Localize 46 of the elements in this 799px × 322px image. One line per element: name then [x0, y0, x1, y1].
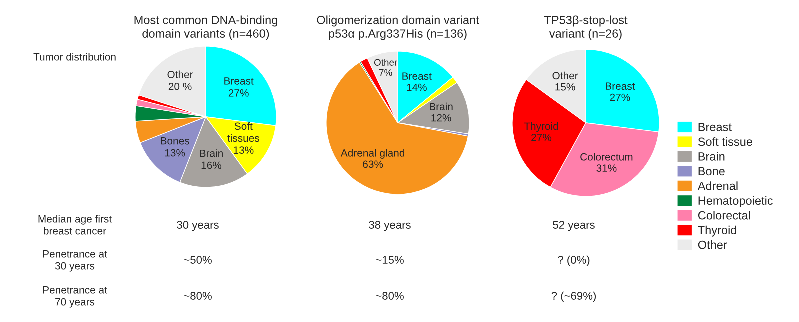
chart-title: Oligomerization domain variant p53α p.Arg337His (n=136): [317, 16, 480, 40]
slice-label: Breast: [606, 82, 636, 90]
slice-label: Colorectum: [580, 153, 633, 161]
legend-label: Soft tissue: [698, 137, 752, 146]
text: Tumor distribution: [34, 53, 116, 61]
text: Median age first breast cancer: [38, 215, 112, 235]
data-label: 12%: [432, 114, 452, 122]
data-label: 14%: [407, 84, 427, 92]
slice-label: Other: [374, 59, 398, 66]
text: 30 years: [177, 221, 219, 232]
legend-label: Brain: [698, 152, 725, 161]
text: 38 years: [369, 221, 411, 232]
text: Penetrance at 70 years: [43, 286, 108, 308]
text: ~15%: [376, 256, 404, 264]
text: Penetrance at 30 years: [43, 250, 108, 272]
data-label: 27%: [610, 94, 630, 102]
text: ~80%: [376, 292, 404, 300]
text: ~80%: [184, 292, 212, 300]
legend-label: Adrenal: [698, 182, 738, 190]
slice-label: Thyroid: [524, 122, 558, 132]
text: 52 years: [553, 221, 595, 232]
text: ? (~69%): [552, 292, 596, 302]
text: ~50%: [184, 256, 212, 264]
text: Brain 16%: [200, 150, 223, 170]
text: Soft tissues 13%: [228, 122, 260, 154]
slice-label: Other: [552, 72, 578, 80]
slice-label: Brain: [430, 102, 453, 111]
legend-label: Breast: [698, 123, 732, 132]
data-label: 15%: [556, 83, 576, 91]
data-label: 27%: [532, 134, 552, 142]
slice-label: Breast: [402, 72, 432, 80]
legend-label: Colorectal: [698, 211, 750, 220]
data-label: 7%: [379, 69, 392, 76]
legend-label: Other: [698, 240, 728, 250]
data-label: 31%: [596, 164, 617, 172]
text: Breast 27%: [224, 78, 254, 97]
slice-label: Adrenal gland: [340, 149, 405, 159]
data-label: 63%: [363, 160, 384, 168]
text: Other 20 %: [168, 70, 194, 90]
chart-title: TP53β-stop-lost variant (n=26): [544, 16, 628, 40]
text: ? (0%): [558, 256, 590, 266]
legend-label: Hematopoietic: [698, 196, 774, 208]
legend-label: Thyroid: [698, 226, 736, 237]
legend-label: Bone: [698, 167, 725, 176]
chart-title: Most common DNA-binding domain variants (n=460): [134, 16, 278, 40]
text: Bones 13%: [161, 137, 190, 157]
